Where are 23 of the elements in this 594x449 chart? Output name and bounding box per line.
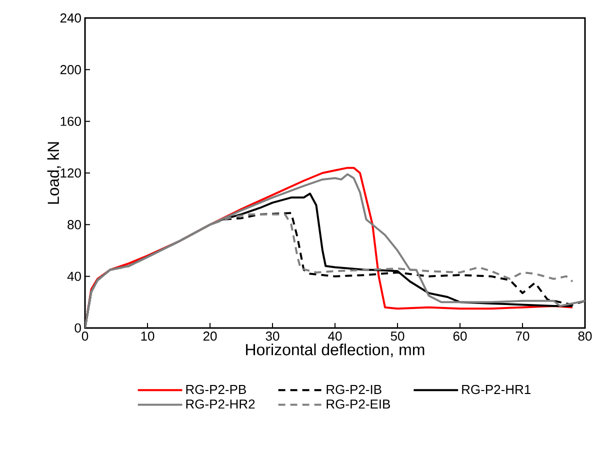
x-tick-label: 40: [328, 332, 342, 341]
x-tick-label: 80: [578, 332, 592, 341]
y-tick-label: 80: [68, 220, 81, 230]
legend-label: RG-P2-HR2: [186, 399, 255, 409]
x-tick-label: 20: [203, 332, 217, 341]
y-tick-label: 40: [67, 272, 81, 281]
x-tick-label: 30: [266, 332, 280, 341]
legend-label: RG-P2-PB: [186, 384, 246, 394]
x-tick-label: 50: [390, 332, 404, 341]
y-tick-label: 120: [60, 168, 81, 178]
y-axis-title: Load, kN: [47, 142, 61, 204]
legend-label: RG-P2-IB: [326, 384, 382, 394]
x-tick-label: 60: [453, 332, 467, 341]
x-axis-title: Horizontal deflection, mm: [246, 344, 424, 358]
y-tick-label: 160: [60, 116, 81, 126]
y-tick-label: 200: [60, 65, 81, 74]
x-tick-label: 0: [82, 332, 88, 341]
x-tick-label: 10: [141, 332, 154, 341]
y-tick-label: 0: [74, 323, 81, 333]
legend-label: RG-P2-EIB: [326, 399, 390, 409]
x-tick-label: 70: [516, 332, 530, 341]
y-tick-label: 240: [60, 13, 81, 23]
legend-label: RG-P2-HR1: [462, 384, 531, 394]
